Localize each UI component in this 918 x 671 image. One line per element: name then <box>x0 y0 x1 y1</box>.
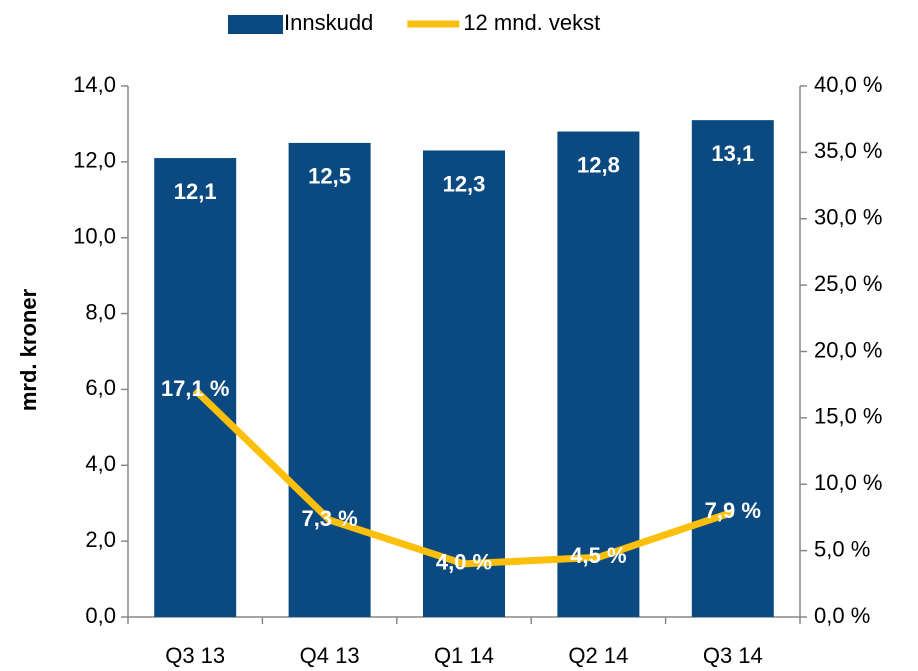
y2-tick-label: 10,0 % <box>814 470 883 495</box>
y2-tick-label: 5,0 % <box>814 536 870 561</box>
legend-label: 12 mnd. vekst <box>463 10 600 35</box>
bar-value-label: 12,3 <box>443 171 486 196</box>
line <box>192 387 734 568</box>
y-tick-label: 12,0 <box>73 148 116 173</box>
y2-tick-label: 35,0 % <box>814 138 883 163</box>
line-value-label: 17,1 % <box>161 376 230 401</box>
bar-value-label: 12,8 <box>577 152 620 177</box>
y-tick-label: 8,0 <box>85 299 116 324</box>
y-tick-label: 4,0 <box>85 451 116 476</box>
line-value-label: 7,9 % <box>705 498 761 523</box>
x-tick-label: Q1 14 <box>434 643 494 668</box>
y-tick-label: 14,0 <box>73 72 116 97</box>
y2-tick-label: 0,0 % <box>814 603 870 628</box>
x-tick-label: Q2 14 <box>568 643 628 668</box>
y-tick-label: 0,0 <box>85 603 116 628</box>
y2-tick-label: 30,0 % <box>814 205 883 230</box>
bar-value-label: 12,5 <box>308 164 351 189</box>
bar <box>154 158 237 618</box>
y-tick-label: 10,0 <box>73 224 116 249</box>
bar <box>691 120 774 617</box>
y2-tick-label: 25,0 % <box>814 271 883 296</box>
line-value-label: 7,3 % <box>301 506 357 531</box>
x-tick-label: Q3 14 <box>703 643 763 668</box>
y2-tick-label: 15,0 % <box>814 404 883 429</box>
line-value-label: 4,0 % <box>436 550 492 575</box>
y-tick-label: 2,0 <box>85 527 116 552</box>
bar <box>288 142 371 617</box>
bar-value-label: 13,1 <box>711 141 754 166</box>
y2-tick-label: 20,0 % <box>814 337 883 362</box>
line-value-label: 4,5 % <box>570 543 626 568</box>
bar <box>423 150 505 617</box>
bar <box>557 131 640 617</box>
x-tick-label: Q3 13 <box>165 643 225 668</box>
bar-value-label: 12,1 <box>174 179 217 204</box>
legend-label: Innskudd <box>284 10 373 35</box>
legend-swatch <box>228 15 283 34</box>
y-tick-label: 6,0 <box>85 375 116 400</box>
y2-tick-label: 40,0 % <box>814 72 883 97</box>
y-axis-label: mrd. kroner <box>16 288 41 411</box>
x-tick-label: Q4 13 <box>300 643 360 668</box>
